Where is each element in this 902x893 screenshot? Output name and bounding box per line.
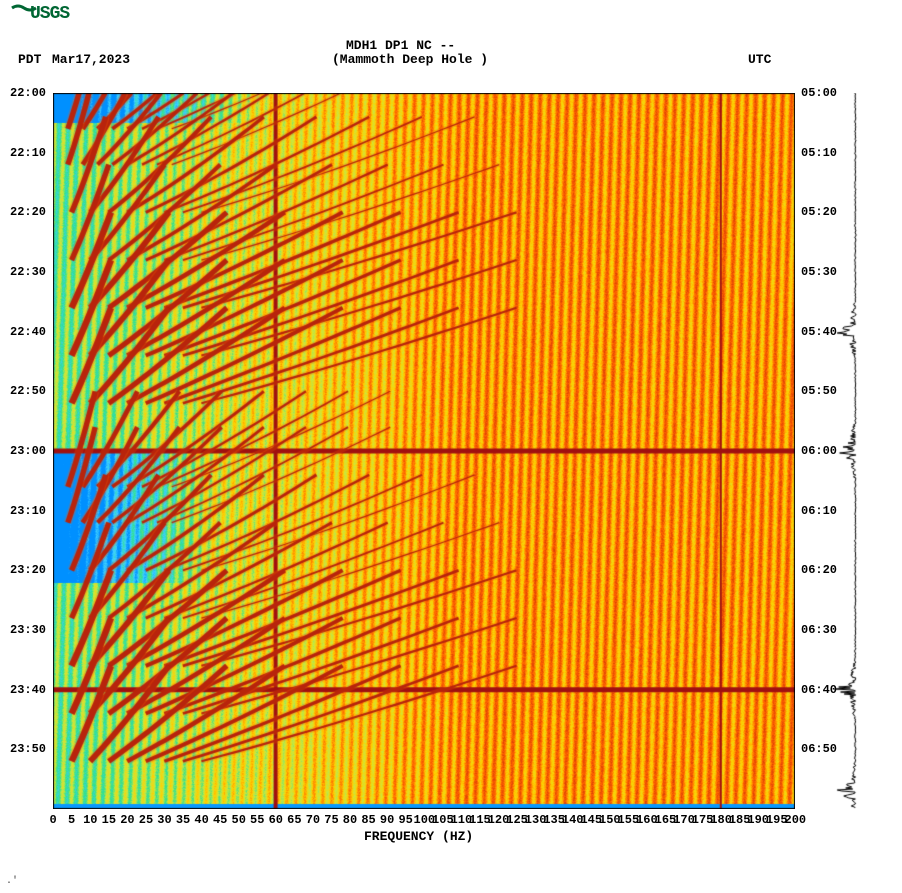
usgs-logo: USGS [10, 4, 100, 28]
y-right-tick: 05:20 [801, 205, 837, 219]
y-left-tick: 22:20 [10, 205, 46, 219]
y-right-tick: 06:30 [801, 623, 837, 637]
x-tick: 85 [361, 813, 375, 827]
x-tick: 10 [83, 813, 97, 827]
x-tick: 20 [120, 813, 134, 827]
tz-left-label: PDT [18, 52, 41, 67]
y-right-tick: 05:40 [801, 325, 837, 339]
x-tick: 40 [194, 813, 208, 827]
x-tick: 45 [213, 813, 227, 827]
y-left-tick: 22:00 [10, 86, 46, 100]
x-axis-label: FREQUENCY (HZ) [364, 829, 473, 844]
x-tick: 55 [250, 813, 264, 827]
y-left-tick: 23:00 [10, 444, 46, 458]
x-tick: 80 [343, 813, 357, 827]
x-tick: 200 [785, 813, 807, 827]
y-right-tick: 05:00 [801, 86, 837, 100]
y-right-tick: 06:40 [801, 683, 837, 697]
x-tick: 90 [380, 813, 394, 827]
footer-mark: .' [6, 876, 18, 887]
x-tick: 70 [306, 813, 320, 827]
y-right-tick: 06:50 [801, 742, 837, 756]
y-left-tick: 22:30 [10, 265, 46, 279]
y-left-tick: 23:20 [10, 563, 46, 577]
y-right-tick: 06:20 [801, 563, 837, 577]
y-left-tick: 22:10 [10, 146, 46, 160]
x-tick: 95 [398, 813, 412, 827]
spectrogram-canvas [53, 93, 795, 809]
y-right-tick: 05:50 [801, 384, 837, 398]
y-right-tick: 05:30 [801, 265, 837, 279]
x-tick: 65 [287, 813, 301, 827]
location-label: (Mammoth Deep Hole ) [332, 52, 488, 67]
y-left-tick: 23:50 [10, 742, 46, 756]
y-left-tick: 22:40 [10, 325, 46, 339]
y-left-tick: 23:10 [10, 504, 46, 518]
y-left-tick: 23:30 [10, 623, 46, 637]
x-tick: 60 [269, 813, 283, 827]
date-label: Mar17,2023 [52, 52, 130, 67]
y-left-tick: 23:40 [10, 683, 46, 697]
y-left-tick: 22:50 [10, 384, 46, 398]
x-tick: 50 [232, 813, 246, 827]
y-right-tick: 06:00 [801, 444, 837, 458]
x-tick: 5 [68, 813, 75, 827]
x-tick: 25 [139, 813, 153, 827]
x-tick: 75 [324, 813, 338, 827]
x-tick: 30 [157, 813, 171, 827]
x-tick: 0 [50, 813, 57, 827]
tz-right-label: UTC [748, 52, 771, 67]
x-tick: 15 [102, 813, 116, 827]
station-label: MDH1 DP1 NC -- [346, 38, 455, 53]
y-right-tick: 05:10 [801, 146, 837, 160]
usgs-logo-text: USGS [30, 4, 69, 24]
x-tick: 35 [176, 813, 190, 827]
y-right-tick: 06:10 [801, 504, 837, 518]
